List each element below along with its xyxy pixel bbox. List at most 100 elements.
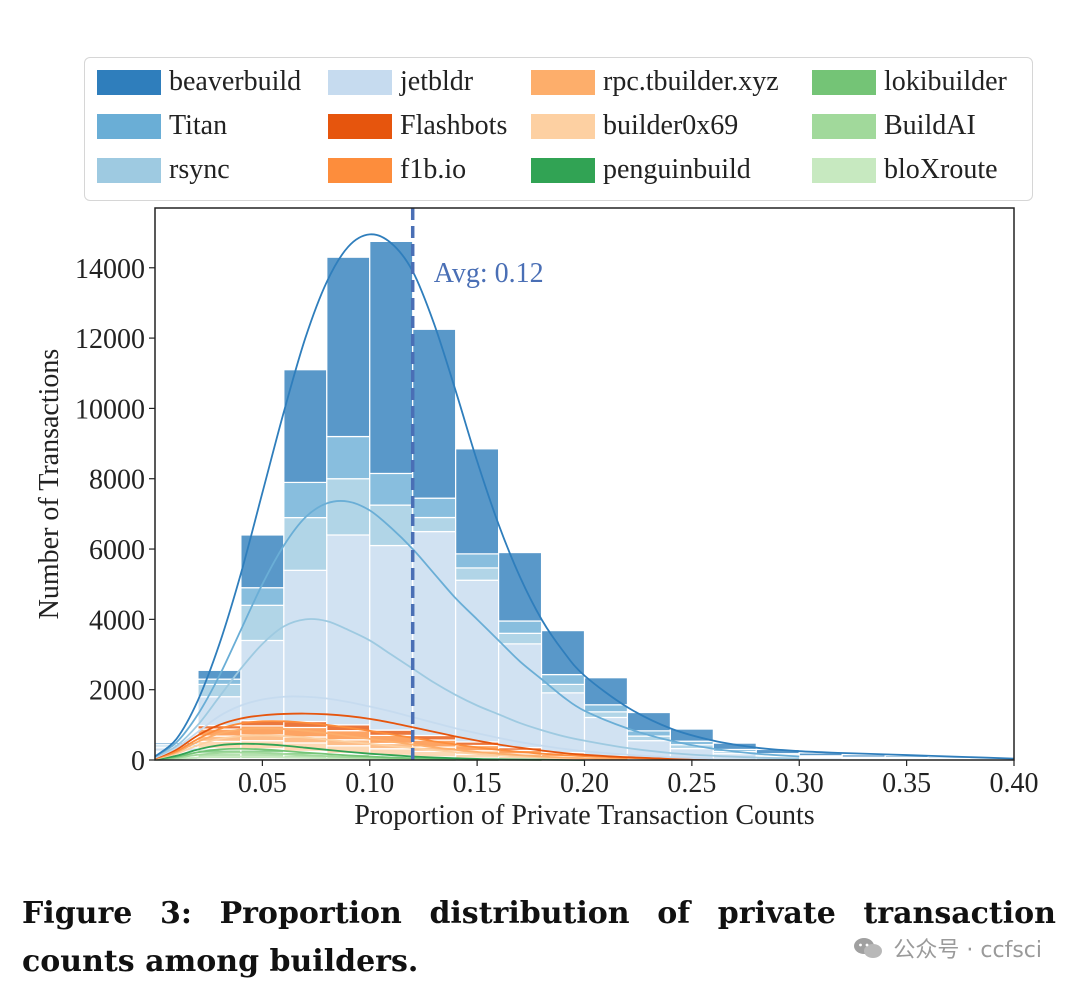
y-tick-label: 0 [131, 746, 145, 777]
legend-item-f1b-io: f1b.io [328, 154, 467, 185]
bar-jetbldr-bin-1 [197, 696, 242, 727]
bar-rsync-bin-5 [369, 504, 414, 547]
average-label: Avg: 0.12 [434, 258, 544, 289]
y-tick-label: 12000 [75, 324, 145, 355]
x-axis-ticks: 0.05 0.10 0.15 0.20 0.25 0.30 0.35 0.40 [238, 760, 1039, 799]
bar-titan-bin-4 [326, 435, 371, 480]
bar-beaverbuild-bin-7 [455, 448, 500, 555]
histogram-chart: Avg: 0.12 0.05 0.10 0.15 0.20 0.25 0.30 0.35 0.… [34, 207, 1039, 831]
bar-rsync-bin-2 [240, 604, 285, 642]
x-tick-label: 0.30 [775, 768, 824, 799]
legend-swatch [97, 113, 161, 139]
kde-line-rpc-tbuilder-xyz [154, 727, 628, 761]
kde-line-flashbots [154, 712, 714, 761]
bar-beaverbuild-bin-13 [712, 742, 757, 751]
y-tick-label: 10000 [75, 394, 145, 425]
bar-jetbldr-bin-2 [240, 639, 285, 722]
watermark-text: 公众号 · ccfsci [893, 938, 1042, 963]
figure-caption: Figure 3: Proportion distribution of pri… [22, 896, 1056, 979]
legend-item-rpc-tbuilder-xyz: rpc.tbuilder.xyz [531, 66, 779, 97]
bar-titan-bin-2 [240, 587, 285, 606]
x-tick-label: 0.25 [667, 768, 716, 799]
x-tick-label: 0.40 [990, 768, 1039, 799]
bar-beaverbuild-bin-5 [369, 240, 414, 475]
bar-rsync-bin-8 [498, 632, 543, 645]
bar-jetbldr-bin-8 [498, 643, 543, 749]
legend-item-buildai: BuildAI [812, 110, 976, 141]
legend-item-builder0x69: builder0x69 [531, 110, 739, 141]
x-tick-label: 0.05 [238, 768, 287, 799]
legend-swatch [328, 69, 392, 95]
kde-line-lokibuilder [154, 747, 542, 761]
y-tick-label: 14000 [75, 254, 145, 285]
legend-label: BuildAI [884, 110, 976, 141]
legend-label: lokibuilder [884, 66, 1007, 97]
y-tick-label: 2000 [89, 676, 145, 707]
legend-swatch [531, 157, 595, 183]
legend-item-rsync: rsync [97, 154, 230, 185]
legend-item-flashbots: Flashbots [328, 110, 508, 141]
x-tick-label: 0.20 [560, 768, 609, 799]
bar-titan-bin-5 [369, 472, 414, 506]
bar-rsync-bin-7 [455, 567, 500, 581]
legend-label: f1b.io [400, 154, 467, 185]
bar-titan-bin-10 [583, 704, 629, 713]
bar-titan-bin-3 [283, 481, 328, 519]
bar-beaverbuild-bin-6 [412, 328, 457, 499]
bar-f1b-io-bin-2 [240, 725, 285, 736]
kde-line-jetbldr [154, 695, 714, 760]
bar-rsync-bin-3 [283, 516, 328, 571]
legend-swatch [531, 113, 595, 139]
kde-curves [154, 233, 1015, 761]
legend-swatch [812, 113, 876, 139]
kde-line-buildai [154, 751, 499, 761]
bar-titan-bin-6 [412, 497, 457, 519]
bar-titan-bin-8 [498, 620, 543, 634]
bar-titan-bin-7 [455, 553, 500, 569]
legend-item-jetbldr: jetbldr [328, 66, 474, 97]
legend-label: Titan [169, 110, 228, 141]
bar-beaverbuild-bin-16 [841, 754, 886, 758]
bar-jetbldr-bin-7 [455, 579, 500, 743]
bar-beaverbuild-bin-8 [498, 551, 543, 622]
x-tick-label: 0.10 [345, 768, 394, 799]
bar-rsync-bin-6 [412, 516, 457, 533]
bar-beaverbuild-bin-4 [326, 256, 371, 438]
bar-jetbldr-bin-9 [540, 692, 586, 754]
legend-label: builder0x69 [603, 110, 739, 141]
bar-titan-bin-9 [540, 673, 586, 686]
kde-line-titan [154, 500, 800, 758]
legend-swatch [812, 157, 876, 183]
legend-label: Flashbots [400, 110, 508, 141]
x-tick-label: 0.15 [453, 768, 502, 799]
bar-jetbldr-bin-10 [583, 716, 629, 757]
legend: beaverbuild Titan rsync jetbldr Flashbots f1b… [84, 57, 1033, 201]
legend-label: bloXroute [884, 154, 998, 185]
y-tick-label: 8000 [89, 465, 145, 496]
kde-line-rsync [154, 618, 800, 760]
y-axis-ticks: 0 2000 4000 6000 8000 10000 12000 14000 [75, 254, 155, 777]
legend-item-penguinbuild: penguinbuild [531, 154, 751, 185]
y-tick-label: 6000 [89, 535, 145, 566]
kde-line-beaverbuild [154, 233, 1015, 760]
legend-label: rsync [169, 154, 230, 185]
bar-beaverbuild-bin-11 [626, 711, 672, 732]
legend-item-titan: Titan [97, 110, 228, 141]
bar-beaverbuild-bin-2 [240, 534, 285, 589]
watermark: 公众号 · ccfsci [847, 930, 1048, 966]
legend-item-lokibuilder: lokibuilder [812, 66, 1007, 97]
legend-item-bloxroute: bloXroute [812, 154, 998, 185]
kde-line-f1b-io [154, 720, 671, 760]
bar-beaverbuild-bin-9 [540, 630, 586, 676]
legend-swatch [328, 157, 392, 183]
stacked-bars [154, 240, 1015, 761]
kde-line-builder0x69 [154, 734, 585, 760]
bar-jetbldr-bin-3 [283, 569, 328, 723]
legend-label: beaverbuild [169, 66, 302, 97]
legend-label: jetbldr [400, 66, 474, 97]
legend-swatch [328, 113, 392, 139]
legend-swatch [531, 69, 595, 95]
legend-swatch [812, 69, 876, 95]
x-tick-label: 0.35 [882, 768, 931, 799]
legend-swatch [97, 69, 161, 95]
